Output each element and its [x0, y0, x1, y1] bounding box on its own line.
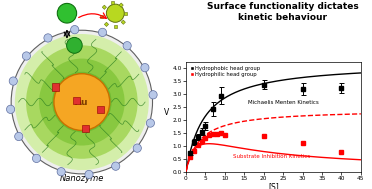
- Circle shape: [39, 59, 125, 146]
- Bar: [119, 3, 123, 7]
- Circle shape: [44, 34, 52, 42]
- Bar: [97, 106, 104, 113]
- Circle shape: [54, 74, 110, 130]
- Bar: [82, 125, 89, 132]
- Text: Substrate Inhibition Kinetics: Substrate Inhibition Kinetics: [232, 154, 310, 159]
- Circle shape: [6, 105, 15, 113]
- Bar: [102, 5, 106, 9]
- Circle shape: [106, 4, 124, 22]
- Circle shape: [141, 64, 149, 72]
- Circle shape: [22, 52, 31, 60]
- Text: Surface functionality dictates
kinetic behaviour: Surface functionality dictates kinetic b…: [207, 2, 359, 22]
- Circle shape: [133, 144, 141, 152]
- Circle shape: [99, 28, 107, 36]
- Circle shape: [26, 45, 138, 159]
- Bar: [121, 20, 125, 24]
- Text: Au: Au: [75, 98, 89, 107]
- Circle shape: [57, 3, 77, 23]
- Bar: [105, 22, 109, 26]
- Circle shape: [15, 34, 149, 170]
- Y-axis label: V: V: [164, 108, 170, 117]
- Circle shape: [123, 42, 131, 50]
- Bar: [52, 83, 60, 91]
- Circle shape: [146, 119, 154, 127]
- Bar: [73, 97, 80, 104]
- Circle shape: [85, 170, 93, 179]
- Legend: Hydrophobic head group, Hydrophilic head group: Hydrophobic head group, Hydrophilic head…: [189, 65, 262, 78]
- Bar: [100, 15, 103, 18]
- Circle shape: [112, 162, 120, 170]
- Bar: [111, 1, 114, 4]
- Circle shape: [11, 30, 153, 174]
- Bar: [114, 25, 117, 28]
- X-axis label: [S]: [S]: [268, 183, 279, 189]
- Circle shape: [57, 168, 65, 176]
- Text: Michaelis Menten Kinetics: Michaelis Menten Kinetics: [248, 100, 319, 105]
- Circle shape: [149, 91, 157, 99]
- Circle shape: [32, 154, 41, 163]
- Circle shape: [71, 26, 79, 34]
- Circle shape: [9, 77, 17, 85]
- Circle shape: [67, 37, 82, 53]
- Circle shape: [15, 132, 23, 141]
- Bar: [124, 12, 127, 15]
- Text: Nanozyme: Nanozyme: [60, 174, 104, 183]
- Circle shape: [52, 72, 112, 132]
